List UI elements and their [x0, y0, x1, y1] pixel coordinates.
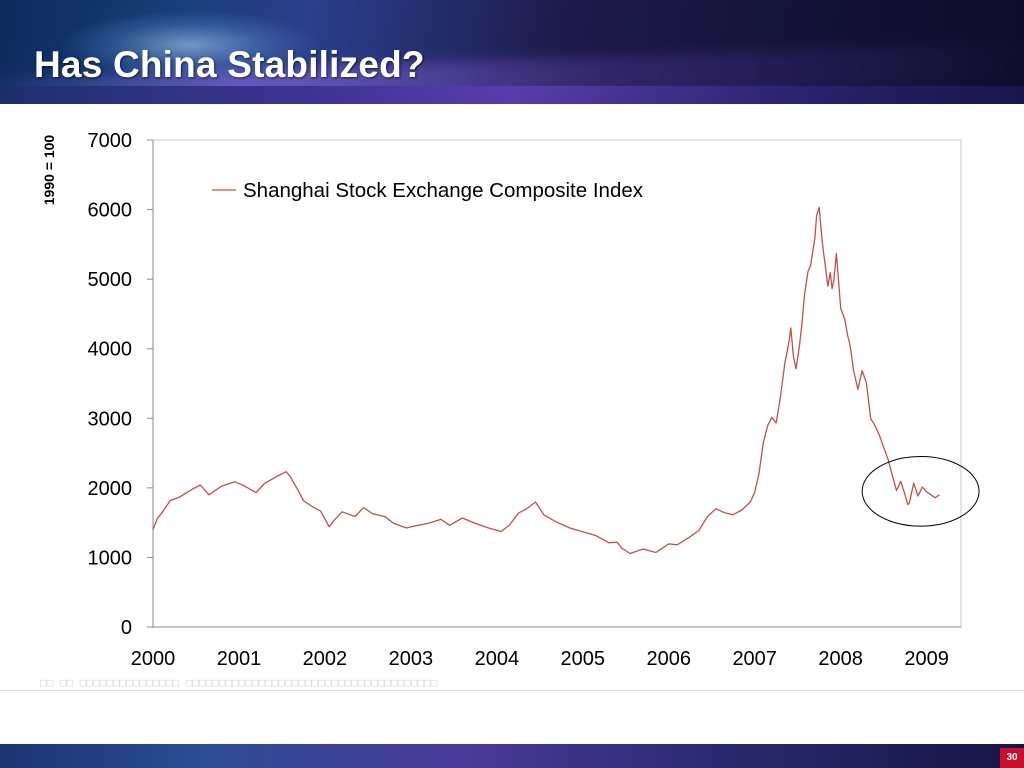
highlight-ellipse — [861, 456, 980, 527]
x-tick-label: 2002 — [303, 648, 348, 670]
plot-area-frame — [152, 139, 962, 628]
series-line-0 — [152, 206, 940, 555]
header-bottom-band — [0, 86, 1024, 104]
y-tick-label: 6000 — [88, 200, 133, 222]
chart-annotations — [861, 456, 980, 527]
y-tick-label: 0 — [121, 617, 132, 639]
y-tick-label: 7000 — [88, 130, 133, 152]
slide-title: Has China Stabilized? — [34, 44, 425, 85]
x-tick-label: 2006 — [646, 648, 691, 670]
legend-label: Shanghai Stock Exchange Composite Index — [243, 179, 644, 202]
y-tick-label: 3000 — [88, 408, 133, 430]
chart-axes: 0 1000 2000 3000 4000 5000 6000 7000 2000 2001 200… — [88, 130, 962, 670]
x-tick-label: 2009 — [904, 648, 949, 670]
slide-footer-band — [0, 744, 1024, 768]
watermark-row: □□ □□ □□□□□□□□□□□□□□□ □□□□□□□□□□□□□□□□□□… — [40, 676, 438, 689]
x-tick-label: 2001 — [217, 648, 262, 670]
chart-legend: Shanghai Stock Exchange Composite Index — [212, 179, 644, 202]
x-tick-label: 2008 — [818, 648, 863, 670]
watermark-glyphs: □□ □□ □□□□□□□□□□□□□□□ □□□□□□□□□□□□□□□□□□… — [0, 588, 1024, 692]
chart-series — [152, 206, 940, 555]
page-number-badge: 30 — [1000, 748, 1024, 768]
x-tick-label: 2004 — [475, 648, 520, 670]
y-tick-label: 4000 — [88, 339, 133, 361]
x-tick-label: 2003 — [389, 648, 434, 670]
slide-header-banner — [0, 0, 1024, 104]
y-tick-label: 2000 — [88, 478, 133, 500]
footer-divider — [0, 690, 1024, 691]
y-axis-label: 1990 = 100 — [41, 135, 57, 206]
index-line-chart: 0 1000 2000 3000 4000 5000 6000 7000 2000 2001 200… — [41, 130, 980, 670]
x-tick-label: 2007 — [732, 648, 777, 670]
x-tick-label: 2005 — [561, 648, 606, 670]
y-tick-label: 5000 — [88, 269, 133, 291]
x-tick-label: 2000 — [131, 648, 176, 670]
y-tick-label: 1000 — [88, 547, 133, 569]
